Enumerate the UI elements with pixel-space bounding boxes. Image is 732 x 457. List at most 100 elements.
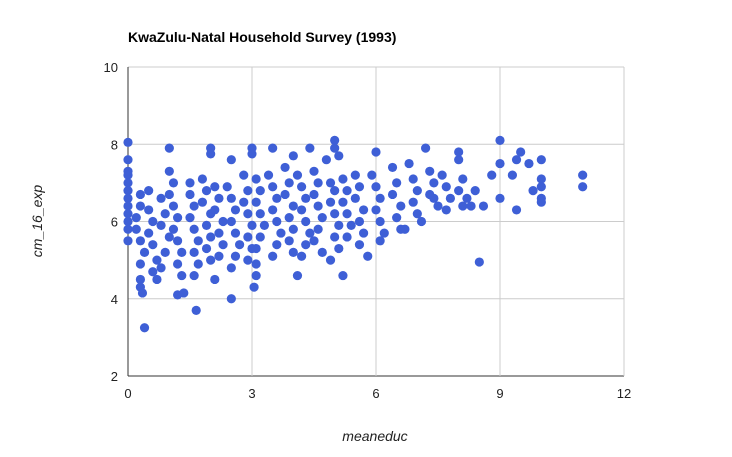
data-point [226,155,236,165]
data-point [375,193,385,203]
data-point [230,251,241,261]
data-point [536,174,546,184]
data-point [387,162,398,173]
data-point [177,247,187,257]
data-point [354,216,365,227]
data-point [330,232,340,242]
data-point [301,240,311,250]
data-point [458,201,468,211]
data-point [404,158,414,169]
data-point [536,197,546,207]
data-point [528,186,538,196]
data-point [280,189,290,200]
data-point [272,240,282,250]
data-point [334,220,344,230]
y-tick-label: 4 [111,292,118,307]
data-point [330,135,340,145]
data-point [152,274,162,285]
data-point [288,224,298,234]
data-point [325,178,336,188]
data-point [313,178,323,188]
data-point [359,205,369,215]
data-point [226,193,236,203]
data-point [251,270,261,281]
data-point [416,216,427,227]
data-point [292,170,303,180]
data-point [371,147,381,157]
data-point [317,213,327,223]
data-point [325,255,336,265]
data-point [392,213,402,223]
data-point [288,201,298,211]
data-point [458,174,468,184]
data-point [185,213,195,223]
data-point [350,193,360,203]
data-point [201,220,212,230]
data-point [280,162,290,173]
data-point [131,224,141,234]
data-point [148,216,158,227]
data-point [301,193,311,203]
data-point [268,182,278,192]
x-tick-labels: 0 3 6 9 12 [124,386,631,401]
data-point [429,178,439,188]
chart-title: KwaZulu-Natal Household Survey (1993) [128,29,396,45]
x-axis-label: meaneduc [342,428,407,444]
data-point [309,236,319,246]
x-tick-label: 6 [372,386,379,401]
data-point [123,201,133,211]
data-point [144,228,154,238]
data-point [437,170,447,180]
data-point [350,170,360,180]
x-tick-label: 0 [124,386,131,401]
data-point [123,186,133,196]
data-point [218,240,228,250]
data-point [317,247,327,257]
data-point [239,197,249,207]
data-point [135,189,145,200]
data-point [226,294,236,304]
data-point [214,228,224,238]
data-point [330,209,340,219]
data-point [392,178,402,188]
data-point [354,240,365,250]
data-point [342,186,352,196]
x-tick-label: 12 [617,386,631,401]
data-point [173,213,183,223]
data-point [164,143,174,153]
data-point [259,220,269,230]
data-point [144,205,154,215]
data-point [160,209,170,219]
data-point [524,158,534,169]
data-point [487,170,497,180]
data-point [135,274,145,285]
data-point [251,197,261,207]
data-point [206,149,216,159]
data-point [255,209,265,219]
data-point [123,170,133,180]
data-point [210,274,220,285]
data-point [222,182,232,192]
data-point [164,166,174,176]
data-point [338,174,348,184]
data-point [297,205,307,215]
data-point [511,205,522,215]
data-point [251,174,261,184]
data-point [123,224,133,234]
data-point [412,209,422,219]
data-point [139,247,150,257]
data-point [210,205,220,215]
data-point [152,255,162,265]
data-point [288,151,298,161]
y-tick-labels: 2 4 6 8 10 [104,60,118,384]
data-point [214,251,224,261]
data-point [123,193,133,203]
data-point [301,216,311,227]
data-point [371,205,381,215]
data-point [338,270,348,281]
data-point [495,135,505,145]
data-point [123,216,133,227]
data-point [201,243,212,254]
data-point [251,259,261,269]
data-point [495,193,505,203]
